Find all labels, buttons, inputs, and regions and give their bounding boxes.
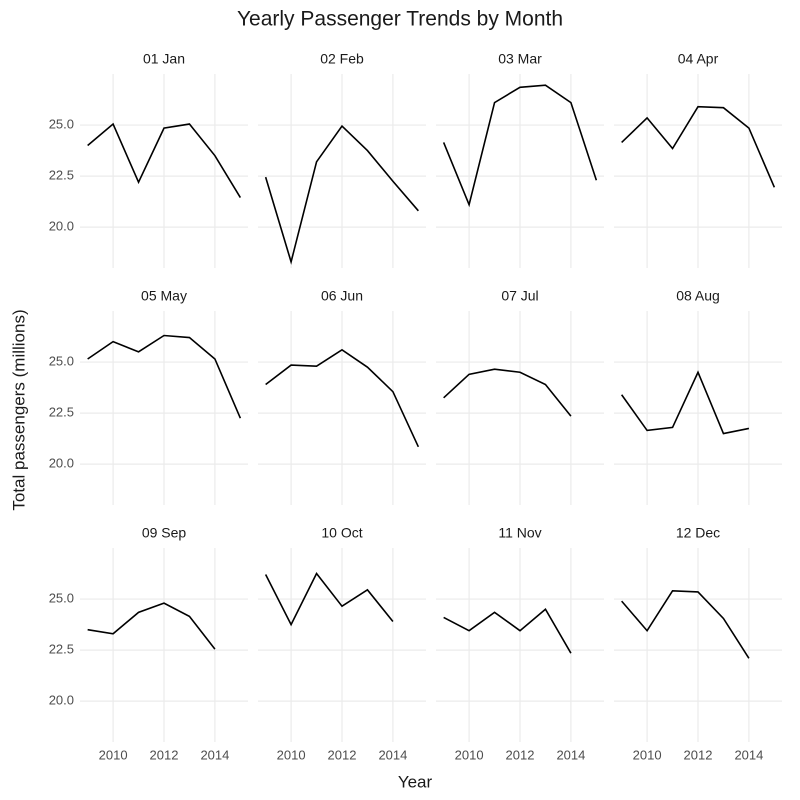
line [264,124,419,265]
line [621,105,776,188]
x-tick-label: 2014 [556,747,585,762]
y-tick-label: 25.0 [49,116,74,131]
y-tick-label: 25.0 [49,353,74,368]
chart-title: Yearly Passenger Trends by Month [237,8,563,31]
line [87,602,216,650]
x-tick-label: 2010 [277,747,306,762]
y-tick-label: 22.5 [49,642,74,657]
y-tick-label: 20.0 [49,219,74,234]
line [264,572,394,627]
y-tick-label: 22.5 [49,405,74,420]
x-tick-label: 2010 [455,747,484,762]
x-tick-label: 2010 [99,747,128,762]
x-tick-label: 2012 [506,747,535,762]
facet-title: 11 Nov [498,525,541,541]
y-tick-label: 25.0 [49,590,74,605]
facet-title: 09 Sep [142,525,187,541]
facet-title: 04 Apr [678,51,719,67]
line [620,370,750,435]
facet-title: 06 Jun [321,288,363,304]
x-tick-label: 2014 [200,747,229,762]
x-tick-label: 2012 [684,747,713,762]
facet-title: 03 Mar [498,51,542,67]
facet-title: 07 Jul [501,288,538,304]
line [442,84,598,208]
line [621,590,750,659]
facet-title: 10 Oct [321,525,362,541]
line [265,348,420,448]
facet-title: 08 Aug [676,288,720,304]
x-tick-label: 2010 [633,747,662,762]
line [443,368,572,417]
facet-title: 12 Dec [676,525,720,541]
facet-title: 02 Feb [320,51,364,67]
x-tick-label: 2012 [150,747,179,762]
y-tick-label: 22.5 [49,168,74,183]
y-axis-label: Total passengers (millions) [9,309,28,510]
line [443,608,572,654]
x-tick-label: 2012 [328,747,357,762]
facet-title: 01 Jan [143,51,185,67]
facet-title: 05 May [141,288,187,304]
x-axis-label: Year [398,772,433,791]
x-tick-label: 2014 [378,747,407,762]
y-tick-label: 20.0 [49,456,74,471]
line [87,334,242,419]
x-tick-label: 2014 [734,747,763,762]
y-tick-label: 20.0 [49,693,74,708]
line [87,122,242,198]
